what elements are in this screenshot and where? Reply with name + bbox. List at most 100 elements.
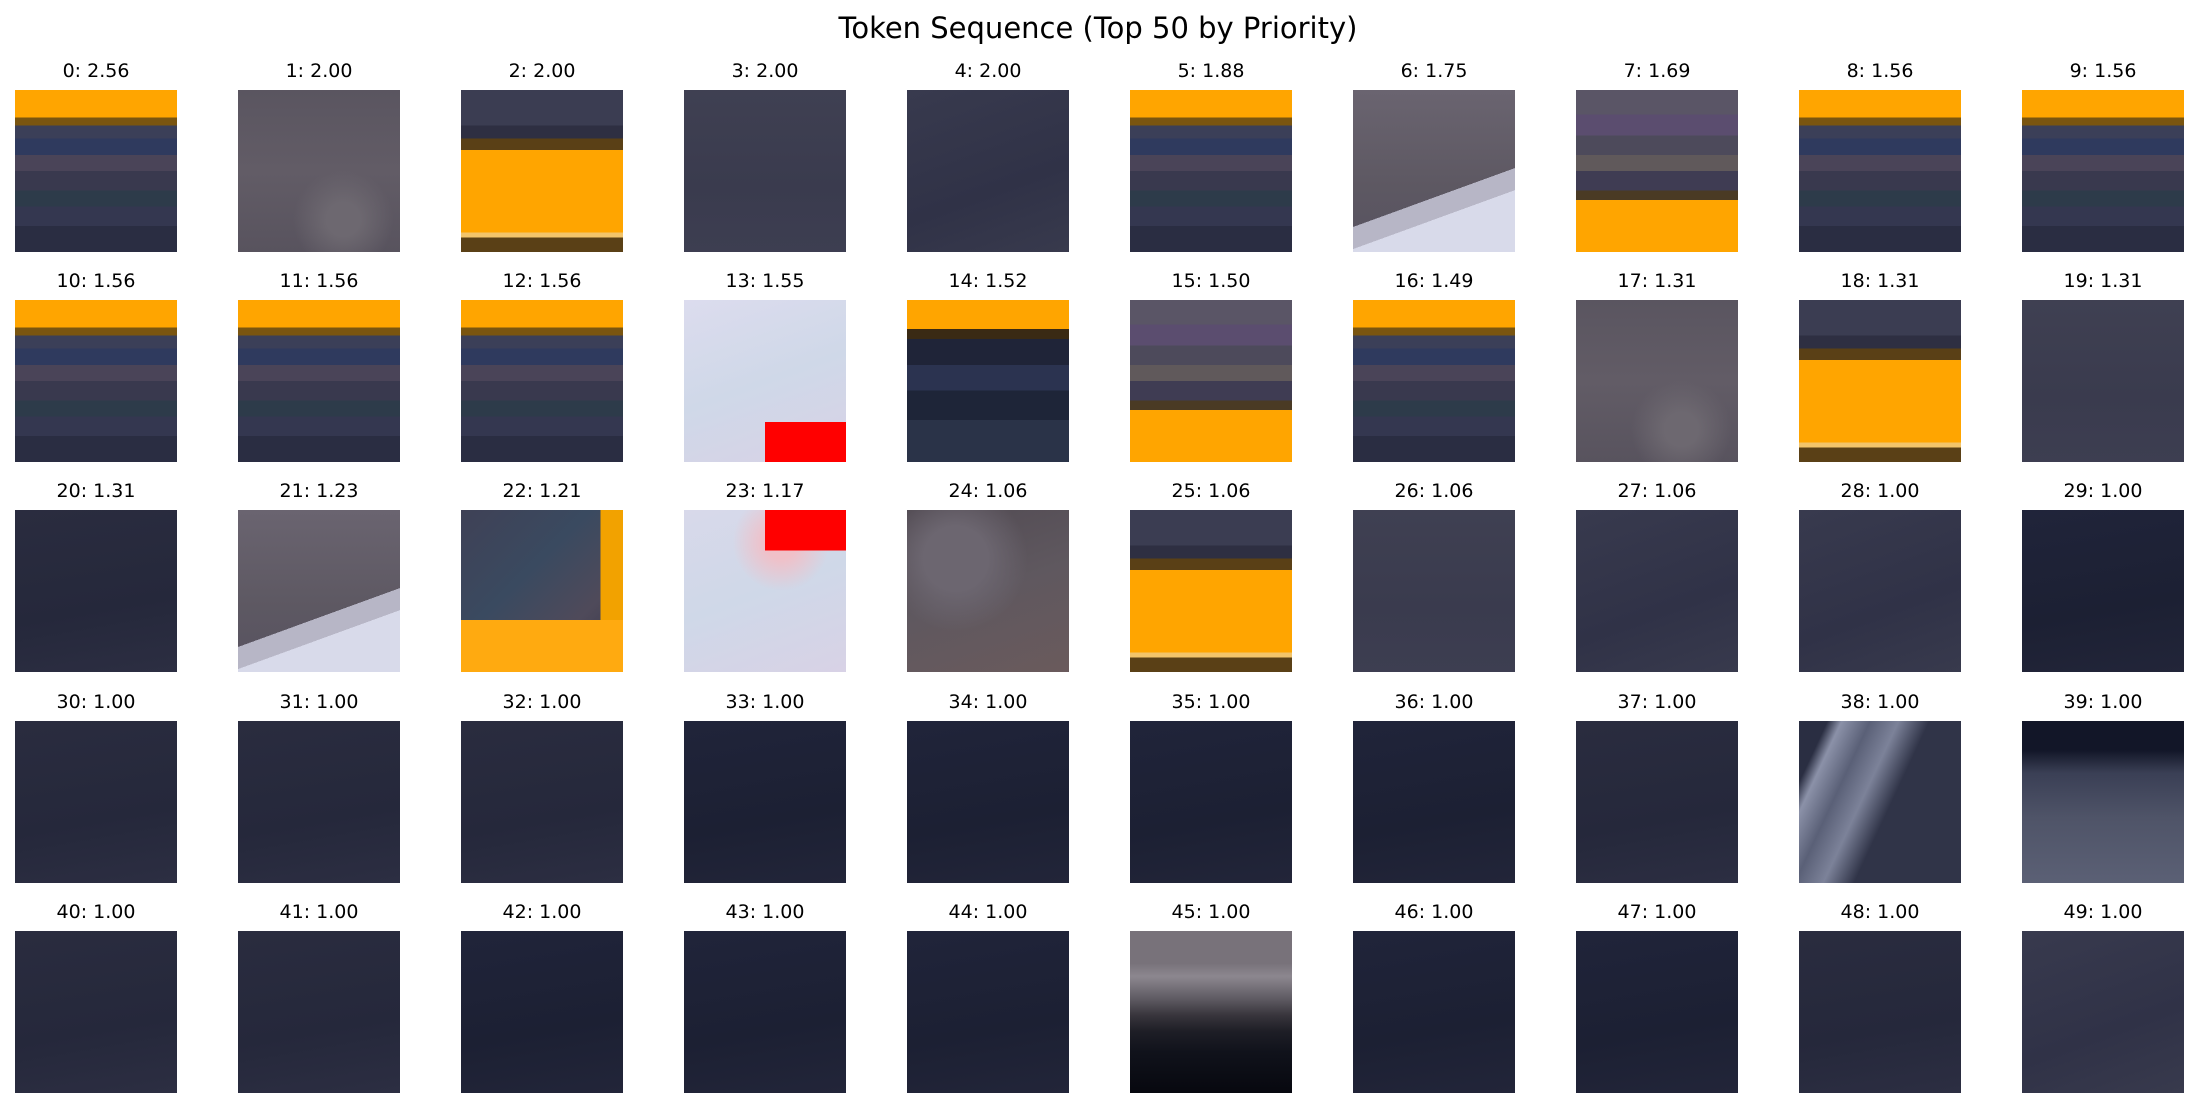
token-image: [238, 300, 400, 462]
token-label: 20: 1.31: [56, 480, 136, 502]
token-label: 24: 1.06: [948, 480, 1028, 502]
token-image: [461, 300, 623, 462]
token-label: 27: 1.06: [1617, 480, 1697, 502]
token-image: [907, 90, 1069, 252]
token-label: 36: 1.00: [1394, 691, 1474, 713]
token-image: [238, 510, 400, 672]
token-label: 25: 1.06: [1171, 480, 1251, 502]
token-image: [907, 721, 1069, 883]
token-label: 37: 1.00: [1617, 691, 1697, 713]
token-label: 14: 1.52: [948, 270, 1028, 292]
token-label: 15: 1.50: [1171, 270, 1251, 292]
token-label: 16: 1.49: [1394, 270, 1474, 292]
token-label: 7: 1.69: [1623, 60, 1691, 82]
token-image: [907, 300, 1069, 462]
token-label: 34: 1.00: [948, 691, 1028, 713]
token-image: [1799, 721, 1961, 883]
token-image: [1130, 931, 1292, 1093]
token-label: 22: 1.21: [502, 480, 582, 502]
token-label: 33: 1.00: [725, 691, 805, 713]
token-image: [1576, 721, 1738, 883]
token-label: 18: 1.31: [1840, 270, 1920, 292]
token-image: [461, 90, 623, 252]
token-image: [2022, 931, 2184, 1093]
token-label: 31: 1.00: [279, 691, 359, 713]
token-image: [1353, 721, 1515, 883]
token-image: [1576, 510, 1738, 672]
token-label: 8: 1.56: [1846, 60, 1914, 82]
token-image: [15, 90, 177, 252]
token-image: [461, 931, 623, 1093]
token-image: [1130, 300, 1292, 462]
token-label: 45: 1.00: [1171, 901, 1251, 923]
token-image: [2022, 510, 2184, 672]
token-label: 4: 2.00: [954, 60, 1022, 82]
token-image: [15, 510, 177, 672]
figure-title: Token Sequence (Top 50 by Priority): [838, 11, 1358, 45]
token-image: [684, 300, 846, 462]
token-image: [1576, 300, 1738, 462]
token-label: 26: 1.06: [1394, 480, 1474, 502]
token-label: 43: 1.00: [725, 901, 805, 923]
token-label: 3: 2.00: [731, 60, 799, 82]
token-label: 30: 1.00: [56, 691, 136, 713]
token-image: [1353, 931, 1515, 1093]
token-image: [1576, 931, 1738, 1093]
token-image: [461, 510, 623, 672]
token-image: [1130, 90, 1292, 252]
token-image: [238, 721, 400, 883]
token-label: 42: 1.00: [502, 901, 582, 923]
token-image: [1799, 90, 1961, 252]
token-image: [907, 510, 1069, 672]
token-image: [238, 931, 400, 1093]
token-label: 1: 2.00: [285, 60, 353, 82]
token-label: 32: 1.00: [502, 691, 582, 713]
token-label: 41: 1.00: [279, 901, 359, 923]
token-image: [1353, 300, 1515, 462]
token-label: 5: 1.88: [1177, 60, 1245, 82]
token-image: [907, 931, 1069, 1093]
token-label: 9: 1.56: [2069, 60, 2137, 82]
token-label: 44: 1.00: [948, 901, 1028, 923]
token-image: [1799, 931, 1961, 1093]
token-image: [1799, 300, 1961, 462]
token-label: 17: 1.31: [1617, 270, 1697, 292]
token-image: [238, 90, 400, 252]
token-label: 39: 1.00: [2063, 691, 2143, 713]
token-label: 11: 1.56: [279, 270, 359, 292]
token-label: 40: 1.00: [56, 901, 136, 923]
token-image: [1130, 721, 1292, 883]
token-label: 29: 1.00: [2063, 480, 2143, 502]
token-image: [1353, 90, 1515, 252]
token-image: [684, 510, 846, 672]
token-image: [684, 931, 846, 1093]
token-label: 35: 1.00: [1171, 691, 1251, 713]
token-image: [15, 300, 177, 462]
token-image: [2022, 721, 2184, 883]
token-label: 0: 2.56: [62, 60, 130, 82]
token-label: 21: 1.23: [279, 480, 359, 502]
token-label: 23: 1.17: [725, 480, 805, 502]
token-label: 12: 1.56: [502, 270, 582, 292]
token-label: 46: 1.00: [1394, 901, 1474, 923]
token-label: 6: 1.75: [1400, 60, 1468, 82]
token-image: [15, 721, 177, 883]
token-image: [1130, 510, 1292, 672]
token-label: 10: 1.56: [56, 270, 136, 292]
token-label: 49: 1.00: [2063, 901, 2143, 923]
token-label: 28: 1.00: [1840, 480, 1920, 502]
token-label: 13: 1.55: [725, 270, 805, 292]
token-image: [461, 721, 623, 883]
token-label: 2: 2.00: [508, 60, 576, 82]
token-image: [2022, 90, 2184, 252]
token-image: [1576, 90, 1738, 252]
token-image: [15, 931, 177, 1093]
token-label: 47: 1.00: [1617, 901, 1697, 923]
token-image: [1353, 510, 1515, 672]
token-label: 48: 1.00: [1840, 901, 1920, 923]
token-label: 19: 1.31: [2063, 270, 2143, 292]
token-image: [1799, 510, 1961, 672]
token-image: [684, 721, 846, 883]
token-image: [2022, 300, 2184, 462]
